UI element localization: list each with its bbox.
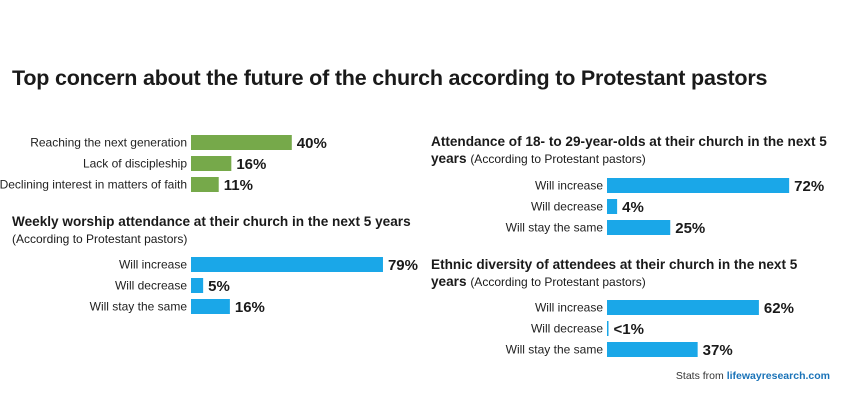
chart-weekly-worship-title-text: Weekly worship attendance at their churc… [12,214,411,229]
top-concern-category-label: Reaching the next generation [30,136,187,150]
top-concern-value-label: 16% [236,156,266,173]
top-concern-bar [191,156,232,171]
weekly-worship-value-label: 79% [388,257,418,274]
weekly-worship-category-label: Will stay the same [90,300,188,314]
attendance-18-29-category-label: Will increase [535,179,603,193]
ethnic-diversity-value-label: 37% [703,342,733,359]
source-prefix: Stats from [675,370,727,382]
top-concern-value-label: 40% [297,135,327,152]
ethnic-diversity-category-label: Will increase [535,301,603,315]
top-concern-bar [191,135,292,150]
top-concern-category-label: Declining interest in matters of faith [0,178,187,192]
chart-weekly-worship-subtitle: (According to Protestant pastors) [12,232,188,246]
attendance-18-29-bar [607,178,790,193]
weekly-worship-bar [191,299,230,314]
attendance-18-29-value-label: 4% [622,199,644,216]
chart-weekly-worship-svg: Will increase 79% Will decrease 5% Will stay… [90,257,418,316]
attendance-18-29-bar [607,199,618,214]
chart-attendance-18-29-subtitle: (According to Protestant pastors) [470,152,646,166]
attendance-18-29-value-label: 72% [794,178,824,195]
weekly-worship-value-label: 16% [235,299,265,316]
top-concern-category-label: Lack of discipleship [83,157,187,171]
chart-attendance-18-29-title: Attendance of 18- to 29-year-olds at the… [431,133,831,168]
ethnic-diversity-value-label: <1% [614,321,644,338]
ethnic-diversity-value-label: 62% [764,300,794,317]
weekly-worship-category-label: Will decrease [115,279,187,293]
main-title: Top concern about the future of the chur… [12,66,768,90]
ethnic-diversity-category-label: Will decrease [531,322,603,336]
ethnic-diversity-bar [607,321,609,336]
attendance-18-29-category-label: Will decrease [531,200,603,214]
weekly-worship-bar [191,278,204,293]
chart-top-concern: Reaching the next generation 40% Lack of d… [0,130,420,194]
chart-weekly-worship-title: Weekly worship attendance at their churc… [12,213,412,248]
ethnic-diversity-bar [607,342,698,357]
ethnic-diversity-bar [607,300,759,315]
source-link[interactable]: lifewayresearch.com [726,370,830,382]
chart-ethnic-diversity-svg: Will increase 62% Will decrease <1% Will sta… [506,300,794,359]
ethnic-diversity-category-label: Will stay the same [506,343,604,357]
chart-ethnic-diversity-title-text: Ethnic diversity of attendees at their c… [431,257,798,289]
weekly-worship-value-label: 5% [208,278,230,295]
attendance-18-29-bar [607,220,671,235]
chart-attendance-18-29-title-text: Attendance of 18- to 29-year-olds at the… [431,134,827,166]
source-credit: Stats from lifewayresearch.com [676,370,830,382]
top-concern-value-label: 11% [224,177,253,194]
chart-weekly-worship: Weekly worship attendance at their churc… [12,213,418,320]
chart-ethnic-diversity-subtitle: (According to Protestant pastors) [470,275,646,289]
chart-top-concern-svg: Reaching the next generation 40% Lack of d… [0,135,327,194]
chart-ethnic-diversity-title: Ethnic diversity of attendees at their c… [431,256,831,291]
top-concern-bar [191,177,219,192]
chart-attendance-18-29: Attendance of 18- to 29-year-olds at the… [431,133,831,241]
chart-attendance-18-29-svg: Will increase 72% Will decrease 4% Will stay… [506,178,824,237]
weekly-worship-category-label: Will increase [119,258,187,272]
chart-ethnic-diversity: Ethnic diversity of attendees at their c… [431,256,831,363]
weekly-worship-bar [191,257,383,272]
attendance-18-29-category-label: Will stay the same [506,221,604,235]
attendance-18-29-value-label: 25% [675,220,705,237]
